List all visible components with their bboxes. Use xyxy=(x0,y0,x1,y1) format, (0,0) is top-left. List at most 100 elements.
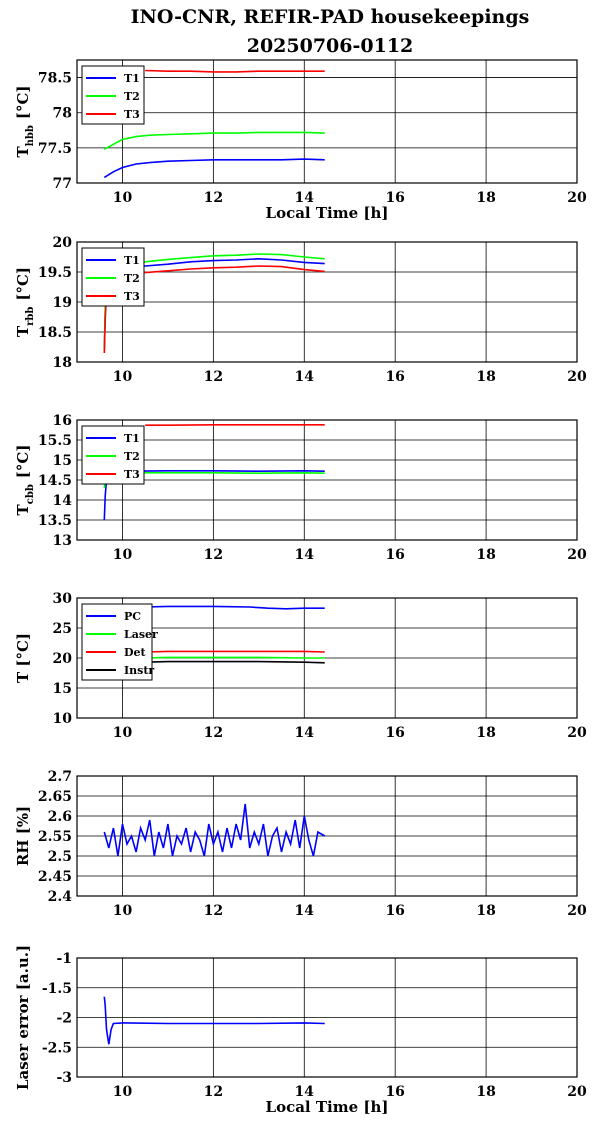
x-tick-label: 10 xyxy=(113,903,133,919)
chart-panel-6: 10 12 14 16 18 20 -3 -2.5 -2 -1.5 -1 Local Time [h]… xyxy=(14,945,587,1116)
legend: T1 T2 T3 xyxy=(81,247,145,307)
legend-label: T2 xyxy=(124,90,140,103)
x-tick-label: 10 xyxy=(113,725,133,741)
plot-frame xyxy=(76,775,578,897)
x-tick-label: 12 xyxy=(204,369,223,385)
legend-label: PC xyxy=(124,610,141,623)
y-tick-label: 13 xyxy=(53,533,72,549)
legend-label: T3 xyxy=(124,468,140,481)
y-tick-label: 2.6 xyxy=(48,809,72,825)
y-tick-label: 78 xyxy=(53,106,72,122)
series-line-t1 xyxy=(103,469,325,521)
x-tick-label: 16 xyxy=(385,369,404,385)
legend: T1 T2 T3 xyxy=(81,65,145,125)
y-tick-label: 2.4 xyxy=(48,889,73,905)
x-tick-label: 12 xyxy=(204,725,223,741)
y-tick-label: 15 xyxy=(53,681,72,697)
y-tick-label: 77 xyxy=(53,176,72,192)
x-tick-label: 14 xyxy=(295,369,315,385)
legend-label: Det xyxy=(124,646,147,659)
y-tick-label: 14.5 xyxy=(38,473,72,489)
x-tick-label: 20 xyxy=(567,903,587,919)
y-tick-label: 25 xyxy=(53,621,72,637)
legend-label: T2 xyxy=(124,450,140,463)
x-axis-label: Local Time [h] xyxy=(266,1098,389,1116)
x-tick-label: 12 xyxy=(204,547,223,563)
x-tick-label: 18 xyxy=(476,547,495,563)
y-tick-label: -1 xyxy=(56,951,72,967)
series-line-t2 xyxy=(103,131,325,151)
series-line-det xyxy=(145,650,325,653)
legend-label: T3 xyxy=(124,290,140,303)
x-tick-label: 16 xyxy=(385,1084,404,1100)
x-tick-label: 18 xyxy=(476,725,495,741)
chart-panel-2: 10 12 14 16 18 20 18 18.5 19 19.5 20 Trbb[°C] T1 T2 T3 xyxy=(14,235,587,385)
y-tick-label: 18.5 xyxy=(38,325,72,341)
plot-frame xyxy=(76,597,578,719)
x-axis-label: Local Time [h] xyxy=(266,204,389,222)
plot-frame xyxy=(76,419,578,541)
y-tick-label: 78.5 xyxy=(38,71,72,87)
legend-label: T1 xyxy=(124,72,140,85)
x-tick-label: 16 xyxy=(385,190,404,206)
y-axis-label: Tcbb[°C] xyxy=(14,445,36,516)
x-tick-label: 20 xyxy=(567,725,587,741)
y-axis-label: Laser error [a.u.] xyxy=(14,945,32,1090)
x-tick-label: 16 xyxy=(385,547,404,563)
y-tick-label: 2.5 xyxy=(48,849,72,865)
y-axis-label: Trbb[°C] xyxy=(14,267,36,337)
y-tick-label: 19.5 xyxy=(38,265,72,281)
x-tick-label: 20 xyxy=(567,369,587,385)
y-tick-label: 14 xyxy=(53,493,73,509)
y-tick-label: 10 xyxy=(53,711,73,727)
legend: PC Laser Det Instr xyxy=(81,603,158,681)
x-tick-label: 10 xyxy=(113,1084,133,1100)
series-line-value xyxy=(103,996,325,1045)
y-tick-label: -1.5 xyxy=(42,981,72,997)
series-line-t3 xyxy=(145,69,325,73)
legend-label: T1 xyxy=(124,432,140,445)
y-tick-label: 20 xyxy=(53,651,73,667)
y-tick-label: 13.5 xyxy=(38,513,72,529)
legend-label: Laser xyxy=(124,628,158,641)
x-tick-label: 12 xyxy=(204,903,223,919)
x-tick-label: 14 xyxy=(295,1084,315,1100)
chart-panel-1: 10 12 14 16 18 20 77 77.5 78 78.5 Local Time [h] Th… xyxy=(14,59,587,222)
x-tick-label: 14 xyxy=(295,725,315,741)
plot-frame xyxy=(76,241,578,363)
legend-label: Instr xyxy=(124,664,154,677)
x-tick-label: 20 xyxy=(567,190,587,206)
plot-frame xyxy=(76,957,578,1078)
x-tick-label: 10 xyxy=(113,369,133,385)
y-tick-label: 20 xyxy=(53,235,73,251)
x-tick-label: 10 xyxy=(113,547,133,563)
x-tick-label: 16 xyxy=(385,903,404,919)
x-tick-label: 18 xyxy=(476,903,495,919)
y-axis-label: RH [%] xyxy=(14,806,32,866)
series-line-instr xyxy=(145,660,325,664)
y-tick-label: 30 xyxy=(53,591,73,607)
y-tick-label: 2.7 xyxy=(48,769,72,785)
y-tick-label: 15.5 xyxy=(38,433,72,449)
y-tick-label: 2.65 xyxy=(38,789,72,805)
chart-panel-4: 10 12 14 16 18 20 10 15 20 25 30 T [°C] PC Laser Det In… xyxy=(14,591,587,741)
y-tick-label: -2 xyxy=(56,1011,72,1027)
y-tick-label: 18 xyxy=(53,355,72,371)
x-tick-label: 20 xyxy=(567,547,587,563)
y-tick-label: -2.5 xyxy=(42,1040,72,1056)
y-axis-label: T [°C] xyxy=(14,633,32,683)
chart-panel-3: 10 12 14 16 18 20 13 13.5 14 14.5 15 15.5 16 Tcbb[°C]… xyxy=(14,413,587,563)
y-tick-label: 16 xyxy=(53,413,72,429)
y-tick-label: 77.5 xyxy=(38,141,72,157)
y-tick-label: 19 xyxy=(53,295,72,311)
y-tick-label: 15 xyxy=(53,453,72,469)
x-tick-label: 18 xyxy=(476,369,495,385)
chart-panel-5: 10 12 14 16 18 20 2.4 2.45 2.5 2.55 2.6 2.65 2.7 RH [… xyxy=(14,769,587,919)
x-tick-label: 18 xyxy=(476,190,495,206)
legend-label: T1 xyxy=(124,254,140,267)
series-line-value xyxy=(103,803,326,857)
x-tick-label: 14 xyxy=(295,190,315,206)
legend-label: T2 xyxy=(124,272,140,285)
x-tick-label: 20 xyxy=(567,1084,587,1100)
